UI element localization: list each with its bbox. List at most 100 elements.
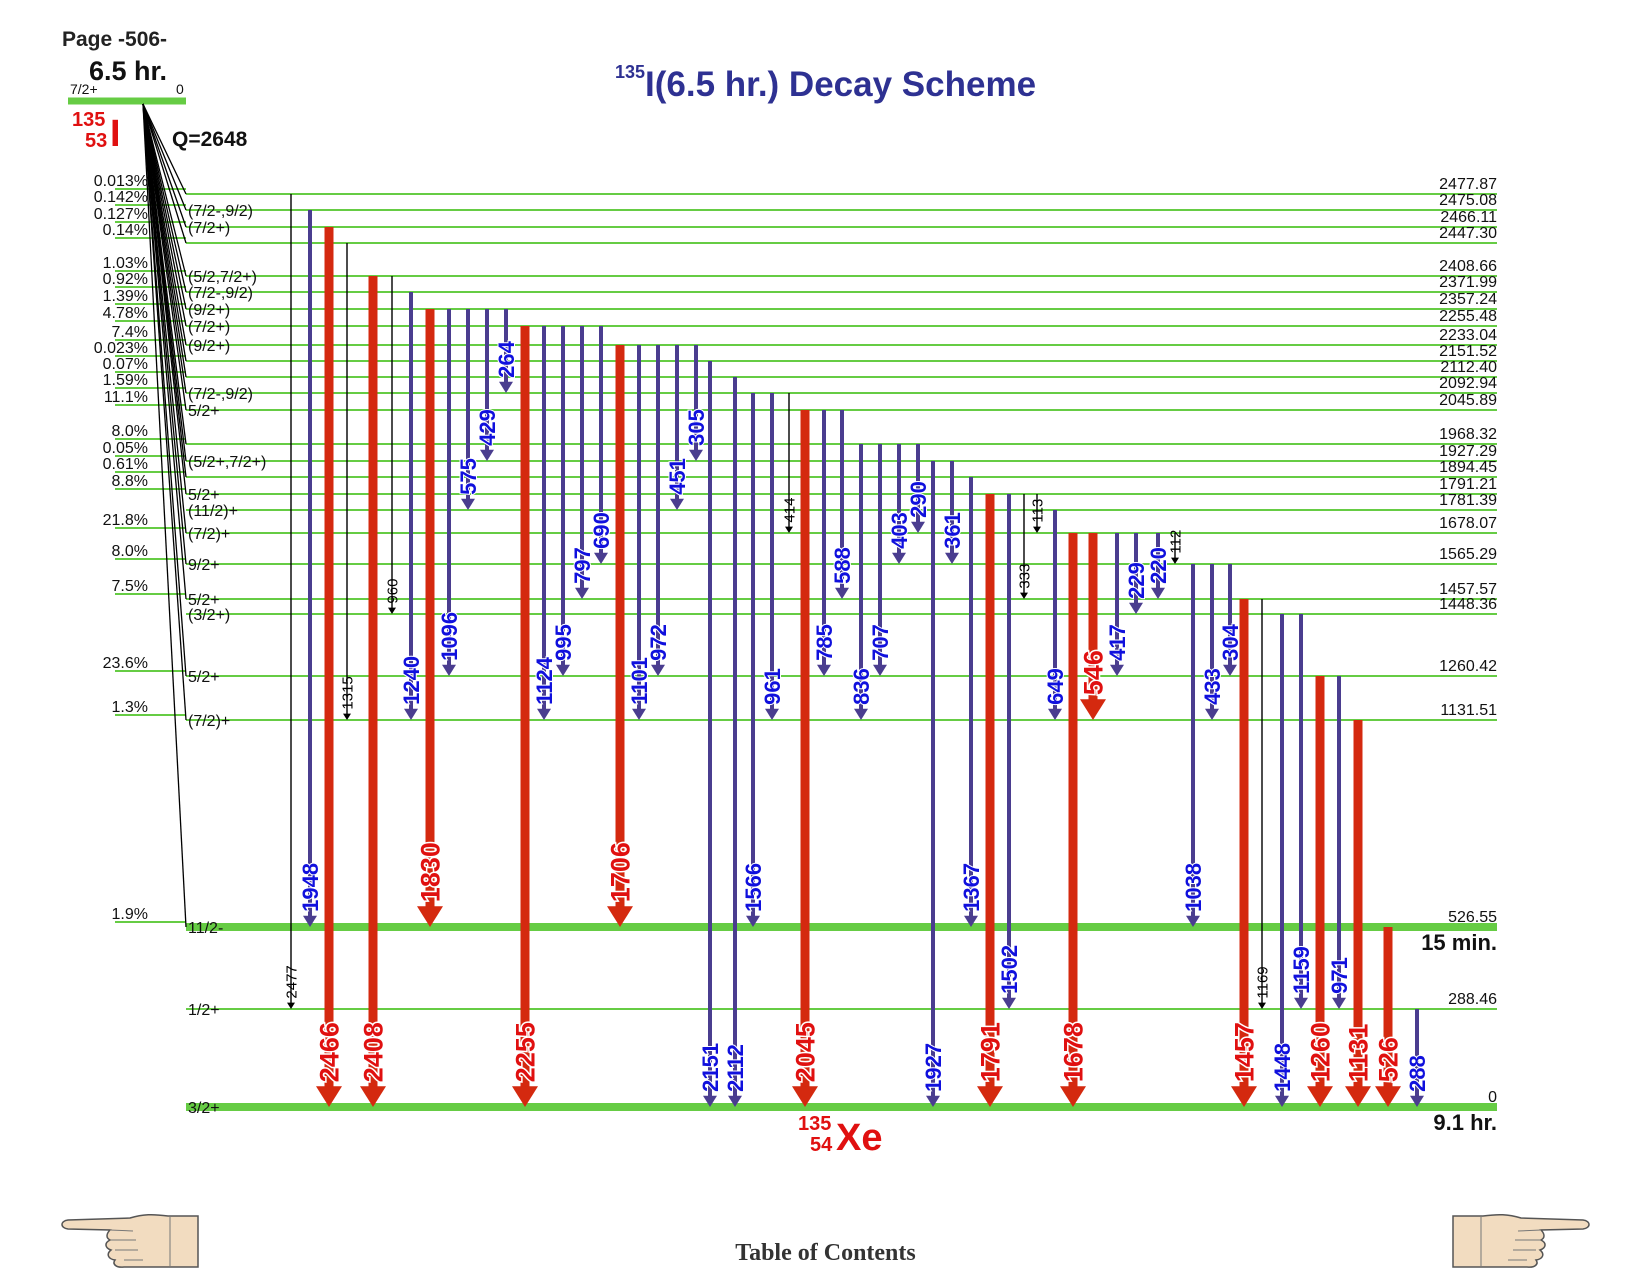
gamma-arrowhead (873, 664, 887, 676)
gamma-energy-label: 785 (812, 624, 837, 661)
beta-branching-label: 21.8% (103, 512, 148, 529)
gamma-energy-label: 1096 (437, 612, 462, 661)
gamma-energy-label: 690 (589, 512, 614, 549)
beta-decay-line (142, 103, 187, 228)
parent-spin: 7/2+ (70, 81, 98, 97)
beta-decay-line (142, 103, 187, 195)
gamma-energy-label: 1948 (298, 863, 323, 912)
gamma-energy-label: 836 (849, 668, 874, 705)
gamma-energy-label: 414 (781, 498, 798, 523)
level-energy-label: 1260.42 (1439, 658, 1497, 675)
level-energy-label: 2357.24 (1439, 291, 1497, 308)
gamma-energy-label: 113 (1029, 499, 1046, 523)
gamma-energy-label: 707 (868, 624, 893, 661)
gamma-energy-label: 220 (1146, 547, 1171, 584)
level-energy-label: 2255.48 (1439, 308, 1497, 325)
next-page-hand-icon[interactable] (1448, 1210, 1593, 1270)
gamma-energy-label: 1101 (627, 657, 652, 705)
gamma-arrowhead (689, 449, 703, 461)
gamma-energy-label: 403 (887, 512, 912, 549)
gamma-arrowhead (388, 607, 396, 614)
level-energy-label: 1894.45 (1439, 459, 1497, 476)
gamma-arrowhead (360, 1086, 386, 1107)
level-spin-label: 5/2+ (188, 592, 220, 609)
beta-decay-line (142, 103, 187, 411)
beta-branching-label: 1.03% (103, 255, 148, 272)
gamma-energy-label: 1315 (339, 676, 356, 709)
beta-branching-label: 0.14% (103, 222, 148, 239)
gamma-arrowhead (461, 498, 475, 510)
gamma-arrowhead (1307, 1086, 1333, 1107)
gamma-arrowhead (1002, 997, 1016, 1009)
level-spin-label: (5/2+,7/2+) (188, 454, 266, 471)
gamma-energy-label: 429 (475, 409, 500, 446)
level-energy-label: 2466.11 (1440, 209, 1497, 226)
gamma-energy-label: 290 (906, 481, 931, 518)
gamma-energy-label: 1124 (532, 656, 557, 704)
beta-branching-label: 8.8% (112, 473, 148, 490)
beta-branching-label: 0.07% (103, 356, 148, 373)
gamma-energy-label: 288 (1405, 1055, 1430, 1092)
beta-decay-line (142, 103, 187, 600)
level-spin-label: (7/2)+ (188, 713, 230, 730)
gamma-arrowhead (926, 1095, 940, 1107)
gamma-arrowhead (854, 708, 868, 720)
gamma-energy-label: 1791 (976, 1022, 1006, 1082)
gamma-energy-label: 333 (1016, 564, 1033, 589)
gamma-arrowhead (1080, 699, 1106, 720)
level-energy-label: 2447.30 (1439, 225, 1497, 242)
gamma-arrowhead (480, 449, 494, 461)
level-spin-label: (5/2,7/2+) (188, 269, 257, 286)
gamma-arrowhead (632, 708, 646, 720)
gamma-arrowhead (499, 381, 513, 393)
gamma-arrowhead (835, 587, 849, 599)
parent-atomic-number: 53 (85, 130, 107, 152)
level-energy-label: 2408.66 (1439, 258, 1497, 275)
gamma-arrowhead (1129, 602, 1143, 614)
daughter-mass-number: 135 (798, 1113, 831, 1135)
gamma-energy-label: 961 (760, 668, 785, 705)
parent-halflife: 6.5 hr. (89, 56, 167, 86)
gamma-energy-label: 1367 (959, 863, 984, 912)
gamma-energy-label: 2151 (698, 1043, 723, 1092)
level-spin-label: (7/2-,9/2) (188, 203, 253, 220)
beta-branching-label: 4.78% (103, 305, 148, 322)
level-energy-label: 2045.89 (1439, 392, 1497, 409)
table-of-contents-link[interactable]: Table of Contents (735, 1240, 916, 1266)
diagram-title: 135I(6.5 hr.) Decay Scheme (0, 62, 1651, 105)
gamma-energy-label: 546 (1079, 650, 1109, 695)
beta-branching-label: 0.05% (103, 440, 148, 457)
gamma-arrowhead (1020, 592, 1028, 599)
gamma-arrowhead (1258, 1002, 1266, 1009)
gamma-arrowhead (556, 664, 570, 676)
level-spin-label: 11/2- (188, 920, 223, 937)
gamma-energy-label: 1678 (1059, 1022, 1089, 1082)
beta-branching-label: 7.4% (112, 324, 148, 341)
gamma-energy-label: 229 (1124, 562, 1149, 599)
level-spin-label: 5/2+ (188, 487, 220, 504)
previous-page-hand-icon[interactable] (58, 1210, 203, 1270)
gamma-arrowhead (1060, 1086, 1086, 1107)
beta-branching-label: 8.0% (112, 423, 148, 440)
gamma-energy-label: 1448 (1270, 1043, 1295, 1092)
gamma-arrowhead (785, 526, 793, 533)
level-energy-label: 288.46 (1448, 991, 1497, 1008)
gamma-energy-label: 304 (1218, 623, 1243, 660)
gamma-arrowhead (343, 713, 351, 720)
level-spin-label: (9/2+) (188, 338, 230, 355)
gamma-arrowhead (1048, 708, 1062, 720)
level-spin-label: 5/2+ (188, 669, 220, 686)
beta-decay-line (142, 103, 187, 928)
gamma-energy-label: 972 (646, 624, 671, 661)
gamma-arrowhead (817, 664, 831, 676)
gamma-arrowhead (287, 1002, 295, 1009)
gamma-arrowhead (1033, 526, 1041, 533)
gamma-energy-label: 588 (830, 547, 855, 584)
level-energy-label: 1565.29 (1439, 546, 1497, 563)
title-text: I(6.5 hr.) Decay Scheme (645, 65, 1037, 104)
gamma-energy-label: 1830 (416, 842, 446, 902)
gamma-arrowhead (892, 552, 906, 564)
level-spin-label: (7/2-,9/2) (188, 386, 253, 403)
gamma-energy-label: 960 (384, 579, 401, 604)
